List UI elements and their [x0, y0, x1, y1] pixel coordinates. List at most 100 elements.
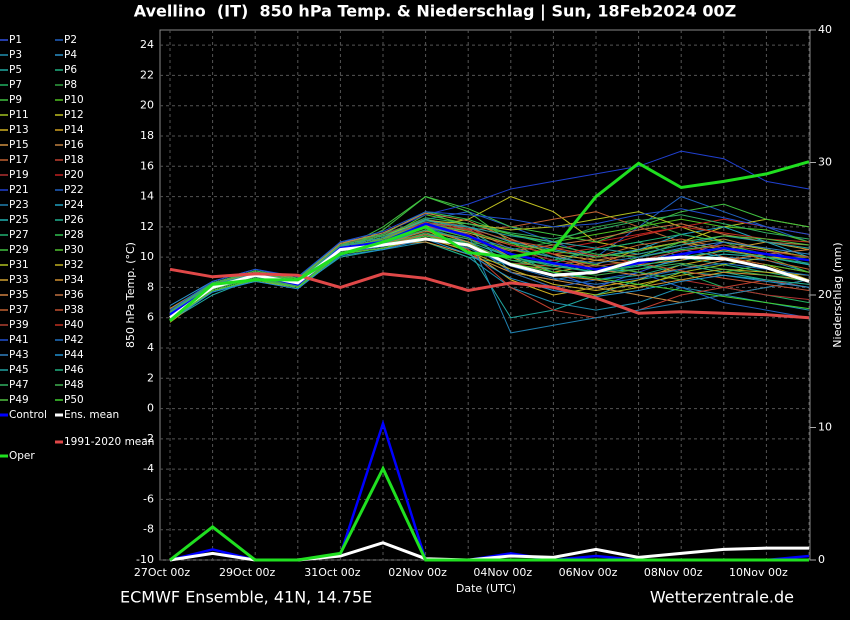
legend-label: P43 [9, 349, 29, 361]
legend-label: P49 [9, 394, 29, 406]
y2-tick-label: 0 [818, 553, 825, 566]
precip-line [169, 465, 809, 562]
legend-label: P42 [64, 334, 84, 346]
legend-label: P21 [9, 184, 29, 196]
legend-label: P37 [9, 304, 29, 316]
y-tick-label: 10 [140, 250, 154, 263]
y-tick-label: 20 [140, 99, 154, 112]
legend-label: P22 [64, 184, 84, 196]
legend-label: P12 [64, 109, 84, 121]
y-tick-label: 18 [140, 129, 154, 142]
legend-label: P3 [9, 49, 22, 61]
y-tick-label: 16 [140, 159, 154, 172]
x-tick-label: 04Nov 00z [473, 566, 532, 579]
legend-label: P41 [9, 334, 29, 346]
legend-label: P1 [9, 34, 22, 46]
legend-label: P23 [9, 199, 29, 211]
legend-label: P39 [9, 319, 29, 331]
legend-label: P24 [64, 199, 84, 211]
legend-label: P14 [64, 124, 84, 136]
y-tick-label: -4 [143, 462, 154, 475]
legend-label: 1991-2020 mean [64, 436, 154, 448]
legend-label: P6 [64, 64, 77, 76]
legend-label: P28 [64, 229, 84, 241]
y-tick-label: 24 [140, 38, 154, 51]
legend-label: P20 [64, 169, 84, 181]
y-tick-label: -2 [143, 432, 154, 445]
legend-label: P40 [64, 319, 84, 331]
legend-label: P38 [64, 304, 84, 316]
y2-tick-label: 30 [818, 156, 832, 169]
legend-label: Oper [9, 450, 35, 462]
legend-label: P33 [9, 274, 29, 286]
y-tick-label: 2 [147, 371, 154, 384]
legend-label: P25 [9, 214, 29, 226]
legend-label: P13 [9, 124, 29, 136]
temp-line [169, 211, 810, 314]
chart-title: Avellino (IT) 850 hPa Temp. & Niederschl… [134, 2, 736, 22]
legend-label: P48 [64, 379, 84, 391]
legend-label: P16 [64, 139, 84, 151]
y-tick-label: -10 [136, 553, 154, 566]
x-tick-label: 29Oct 00z [219, 566, 276, 579]
y-tick-label: 8 [147, 280, 154, 293]
legend-label: P35 [9, 289, 29, 301]
legend-label: P15 [9, 139, 29, 151]
legend-label: P46 [64, 364, 84, 376]
y2-axis-title: Niederschlag (mm) [831, 242, 844, 347]
legend-label: P2 [64, 34, 77, 46]
y2-tick-label: 20 [818, 288, 832, 301]
legend-label: P47 [9, 379, 29, 391]
temp-line [169, 214, 810, 313]
legend-label: P36 [64, 289, 84, 301]
legend-label: P50 [64, 394, 84, 406]
source-left: ECMWF Ensemble, 41N, 14.75E [120, 588, 372, 607]
y-tick-label: 4 [147, 341, 154, 354]
legend-label: P11 [9, 109, 29, 121]
x-tick-label: 27Oct 00z [134, 566, 191, 579]
y-tick-label: 6 [147, 311, 154, 324]
legend-label: P34 [64, 274, 84, 286]
x-tick-label: 31Oct 00z [304, 566, 361, 579]
source-right: Wetterzentrale.de [650, 588, 794, 607]
x-axis-title: Date (UTC) [456, 582, 516, 595]
plot-lines [169, 150, 810, 562]
y-tick-label: 12 [140, 220, 154, 233]
y-tick-label: -8 [143, 523, 154, 536]
legend-label: Ens. mean [64, 409, 119, 421]
legend-label: P8 [64, 79, 77, 91]
y-tick-label: 0 [147, 402, 154, 415]
x-tick-label: 02Nov 00z [388, 566, 447, 579]
legend-label: P29 [9, 244, 29, 256]
legend-label: P10 [64, 94, 84, 106]
legend-label: Control [9, 409, 47, 421]
temp-line [169, 238, 810, 322]
legend-label: P7 [9, 79, 22, 91]
y-tick-label: -6 [143, 492, 154, 505]
x-tick-label: 06Nov 00z [559, 566, 618, 579]
legend-label: P30 [64, 244, 84, 256]
y2-tick-label: 40 [818, 23, 832, 36]
legend-label: P18 [64, 154, 84, 166]
temp-line [169, 232, 810, 319]
legend-label: P27 [9, 229, 29, 241]
legend-label: P19 [9, 169, 29, 181]
legend-label: P17 [9, 154, 29, 166]
temp-line [169, 229, 810, 323]
x-tick-label: 08Nov 00z [644, 566, 703, 579]
y-axis-title: 850 hPa Temp. (°C) [124, 242, 137, 348]
legend-label: P31 [9, 259, 29, 271]
y2-tick-label: 10 [818, 421, 832, 434]
y-tick-label: 14 [140, 190, 154, 203]
legend-label: P44 [64, 349, 84, 361]
legend-label: P9 [9, 94, 22, 106]
temp-line [169, 160, 810, 322]
x-tick-label: 10Nov 00z [729, 566, 788, 579]
legend-label: P45 [9, 364, 29, 376]
legend-label: P4 [64, 49, 77, 61]
legend-label: P5 [9, 64, 22, 76]
legend-label: P32 [64, 259, 84, 271]
temp-line [169, 267, 810, 320]
